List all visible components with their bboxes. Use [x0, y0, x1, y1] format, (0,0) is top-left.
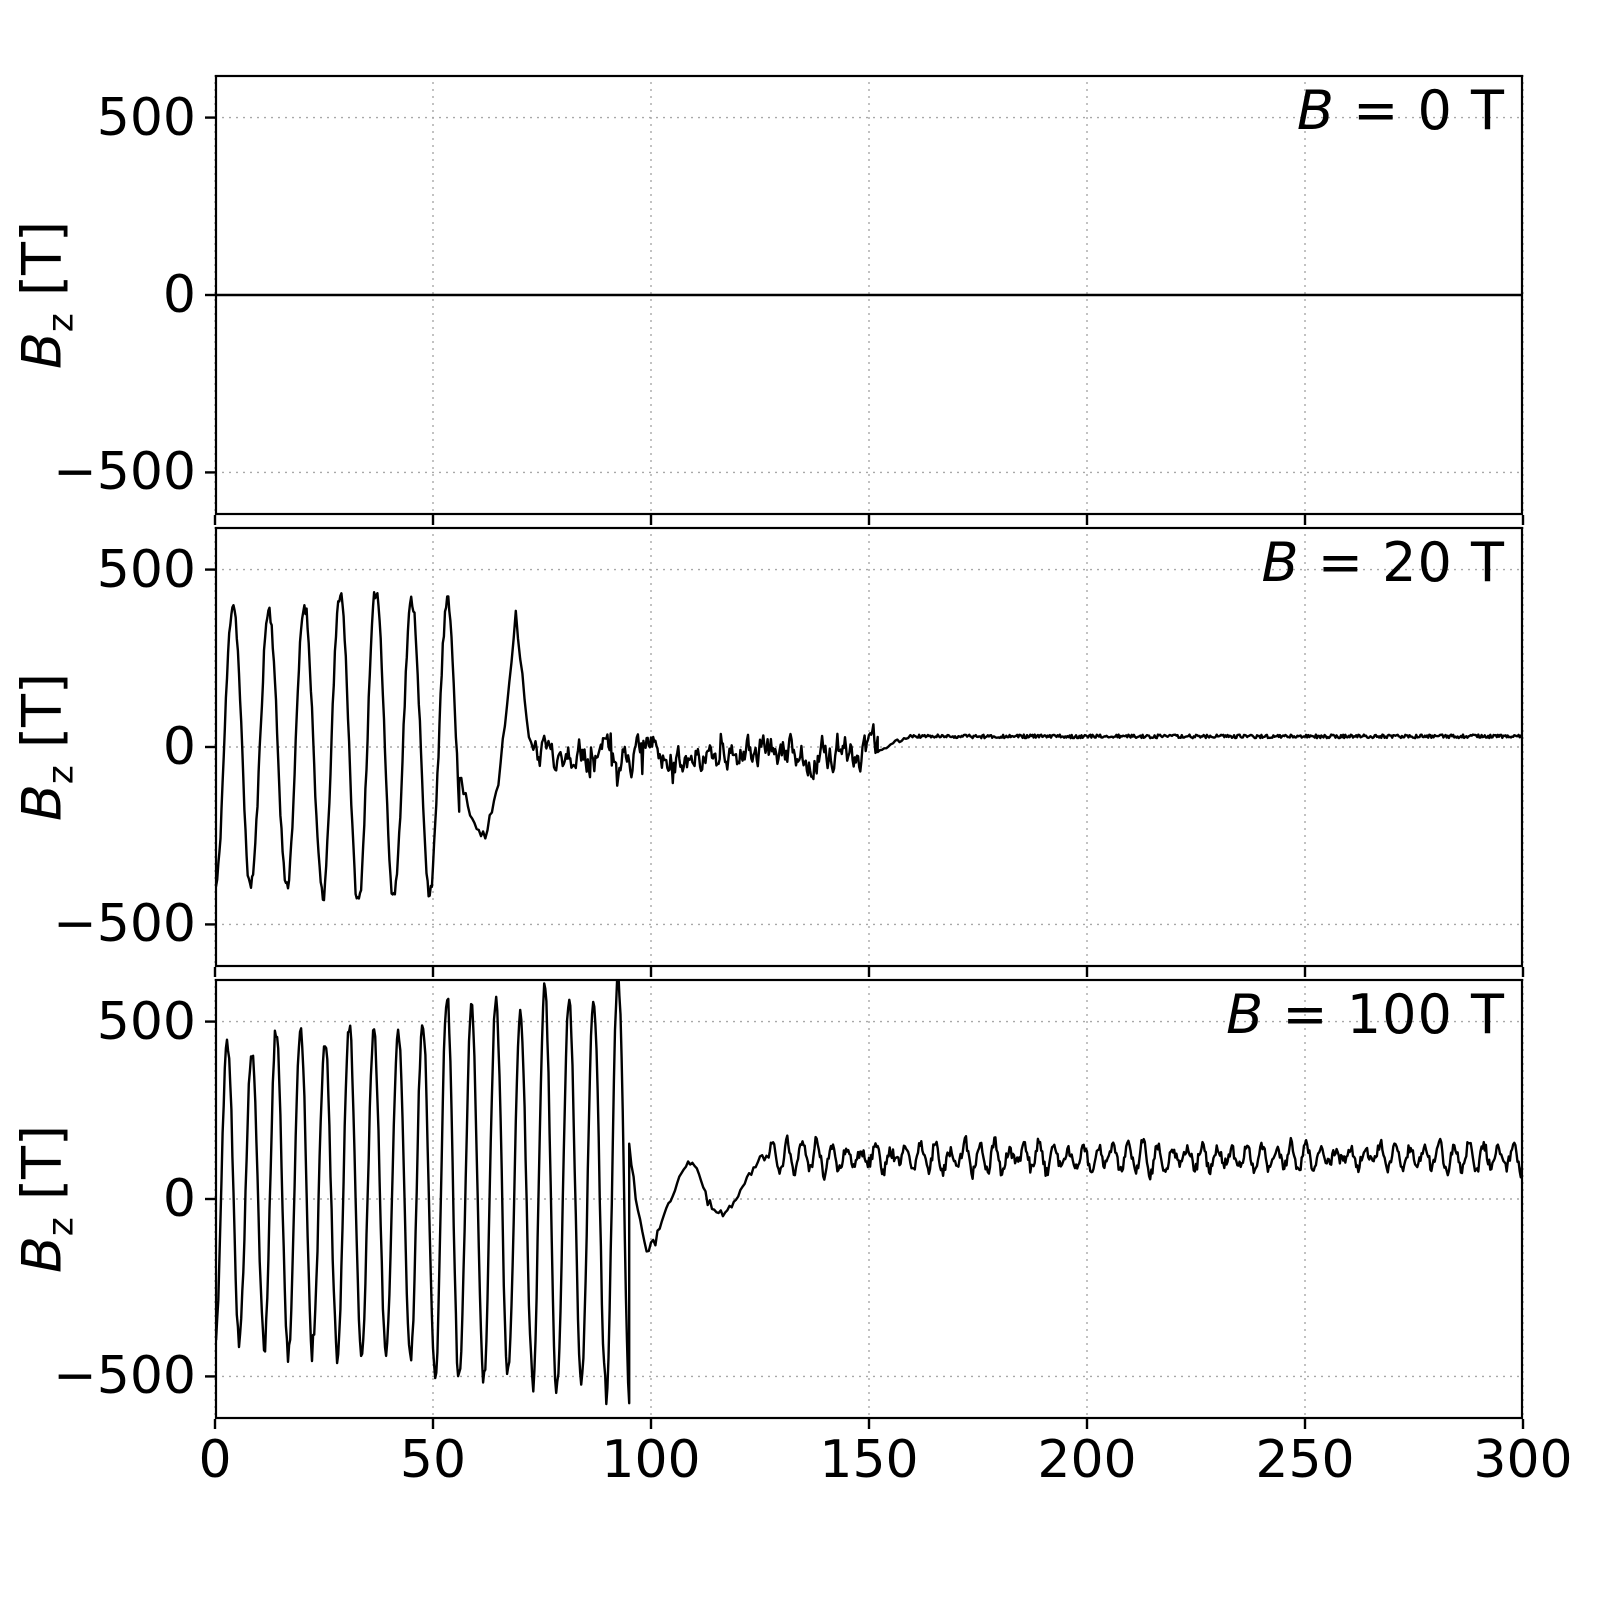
y-axis-label-variable: B — [10, 1236, 74, 1274]
y-tick-label: 500 — [96, 539, 196, 600]
x-tick-label: 150 — [819, 1430, 919, 1490]
y-axis-label-variable: B — [10, 332, 74, 370]
y-tick-label: 0 — [162, 265, 196, 325]
x-tick-label: 200 — [1037, 1430, 1137, 1490]
x-tick-label: 250 — [1255, 1430, 1355, 1490]
series-line — [215, 979, 1523, 1406]
annotation-variable: B — [1296, 79, 1335, 142]
annotation: B = 0 T — [1297, 79, 1505, 142]
y-tick-label: 500 — [96, 87, 196, 148]
y-tick-label: −500 — [53, 442, 196, 503]
y-tick-label: 0 — [162, 717, 196, 777]
plot-border — [214, 74, 1524, 516]
y-tick-label: 0 — [162, 1169, 196, 1229]
annotation-value: = 100 T — [1264, 983, 1505, 1046]
annotation-value: = 20 T — [1299, 531, 1505, 594]
chart-panel-b100: B = 100 T — [205, 978, 1525, 1429]
y-tick-label: 500 — [96, 991, 196, 1052]
plot-area — [205, 978, 1525, 1429]
plot-area — [205, 74, 1525, 525]
plot-area — [205, 526, 1525, 977]
y-tick-label: −500 — [53, 894, 196, 955]
plot-border — [214, 526, 1524, 968]
x-tick-label: 300 — [1473, 1430, 1573, 1490]
annotation-variable: B — [1261, 531, 1300, 594]
plot-border — [214, 978, 1524, 1420]
y-axis-label-variable: B — [10, 784, 74, 822]
annotation: B = 20 T — [1262, 531, 1506, 594]
series-line — [215, 591, 1523, 902]
x-tick-label: 0 — [198, 1430, 232, 1490]
x-tick-label: 100 — [601, 1430, 701, 1490]
annotation: B = 100 T — [1226, 983, 1505, 1046]
y-tick-label: −500 — [53, 1346, 196, 1407]
annotation-value: = 0 T — [1334, 79, 1505, 142]
chart-panel-b0: B = 0 T — [205, 74, 1525, 525]
chart-panel-b20: B = 20 T — [205, 526, 1525, 977]
x-tick-label: 50 — [399, 1430, 467, 1490]
annotation-variable: B — [1226, 983, 1265, 1046]
